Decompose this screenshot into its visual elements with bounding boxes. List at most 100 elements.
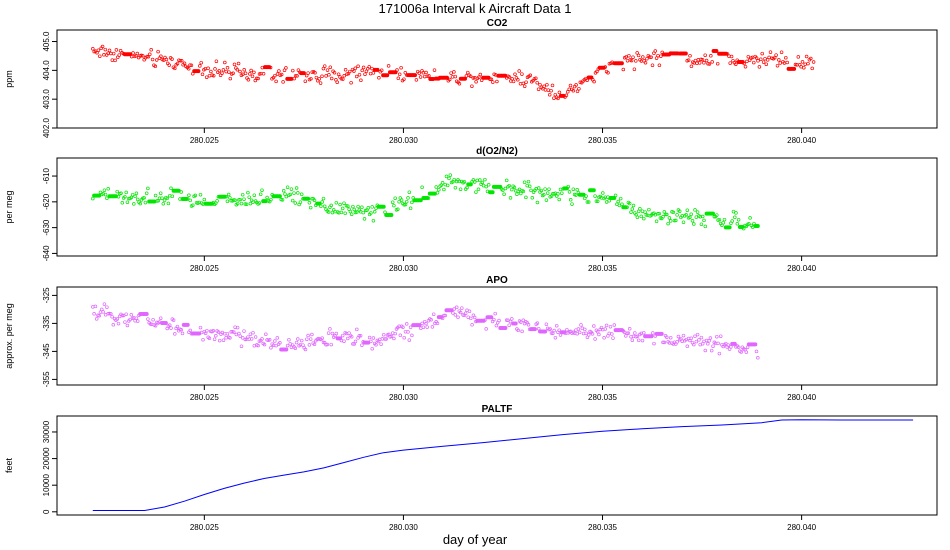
scatter-point: [722, 217, 727, 222]
scatter-point: [665, 212, 669, 217]
scatter-point: [619, 61, 624, 66]
x-tick-label: 280.025: [190, 136, 219, 145]
scatter-point: [133, 194, 137, 199]
scatter-point: [567, 190, 572, 194]
scatter-point: [367, 335, 372, 340]
scatter-point: [179, 190, 183, 194]
scatter-point: [397, 72, 402, 77]
scatter-point: [402, 335, 406, 340]
scatter-point: [575, 188, 579, 192]
scatter-point: [708, 336, 713, 340]
scatter-point: [420, 185, 424, 190]
x-tick-label: 280.040: [787, 523, 816, 532]
scatter-point: [325, 342, 330, 347]
scatter-point: [196, 69, 201, 74]
scatter-point: [560, 191, 564, 195]
scatter-point: [618, 196, 623, 201]
scatter-point: [489, 315, 494, 320]
scatter-point: [653, 49, 658, 53]
scatter-point: [170, 194, 175, 199]
scatter-point: [244, 202, 249, 206]
scatter-point: [543, 187, 547, 191]
scatter-point: [641, 55, 645, 59]
scatter-point: [521, 81, 526, 86]
scatter-point: [706, 342, 710, 346]
scatter-point: [102, 302, 107, 306]
scatter-point: [595, 199, 600, 204]
scatter-point: [319, 204, 323, 209]
scatter-point: [652, 341, 656, 346]
scatter-point: [437, 188, 441, 192]
scatter-point: [772, 55, 777, 60]
scatter-point: [334, 200, 339, 205]
scatter-point: [757, 65, 762, 69]
scatter-point: [151, 317, 155, 322]
scatter-point: [694, 339, 699, 344]
scatter-point: [287, 337, 291, 342]
scatter-point: [716, 341, 720, 346]
scatter-point: [105, 196, 109, 201]
scatter-point: [471, 76, 476, 80]
scatter-point: [472, 180, 477, 184]
y-tick-label: -610: [42, 167, 51, 184]
scatter-point: [474, 79, 478, 84]
scatter-point: [553, 335, 558, 340]
scatter-point: [379, 342, 383, 346]
scatter-point: [689, 212, 693, 217]
scatter-point: [235, 201, 240, 206]
scatter-point: [741, 226, 746, 231]
scatter-point: [621, 67, 626, 72]
scatter-point: [702, 61, 706, 65]
scatter-point: [351, 342, 355, 346]
scatter-point: [361, 210, 365, 215]
scatter-point: [810, 66, 814, 71]
scatter-point: [568, 83, 573, 88]
scatter-point: [100, 44, 105, 49]
x-tick-label: 280.035: [588, 136, 617, 145]
scatter-point: [314, 75, 319, 80]
scatter-point: [238, 69, 242, 74]
scatter-point: [516, 328, 520, 333]
y-axis-label: ppm: [4, 70, 14, 88]
scatter-point: [508, 319, 513, 324]
scatter-point: [432, 68, 437, 72]
scatter-point: [214, 59, 219, 63]
scatter-point: [642, 216, 646, 221]
scatter-point: [353, 66, 358, 71]
scatter-point: [408, 206, 413, 211]
scatter-point: [629, 210, 633, 214]
scatter-point: [273, 339, 277, 343]
scatter-point: [666, 221, 670, 226]
scatter-point: [211, 73, 216, 78]
scatter-point: [703, 53, 707, 57]
scatter-point: [149, 48, 153, 52]
scatter-point: [729, 345, 733, 349]
scatter-point: [425, 325, 429, 329]
scatter-point: [396, 207, 400, 211]
scatter-point: [575, 89, 580, 94]
scatter-point: [357, 72, 362, 77]
scatter-point: [699, 222, 704, 226]
scatter-point: [566, 184, 570, 189]
scatter-point: [472, 315, 477, 320]
scatter-point: [402, 77, 406, 81]
scatter-point: [543, 329, 548, 334]
scatter-point: [624, 55, 628, 59]
scatter-point: [526, 323, 531, 327]
scatter-point: [243, 202, 248, 206]
scatter-point: [625, 205, 629, 209]
scatter-point: [395, 68, 399, 72]
scatter-point: [279, 72, 284, 77]
scatter-point: [150, 57, 155, 62]
scatter-point: [327, 73, 331, 77]
scatter-point: [132, 202, 136, 206]
scatter-point: [728, 61, 732, 65]
scatter-point: [240, 192, 245, 197]
scatter-point: [643, 210, 647, 214]
scatter-point: [586, 200, 591, 204]
scatter-point: [207, 336, 212, 340]
scatter-point: [754, 56, 759, 60]
scatter-point: [809, 56, 813, 61]
scatter-point: [434, 185, 438, 189]
